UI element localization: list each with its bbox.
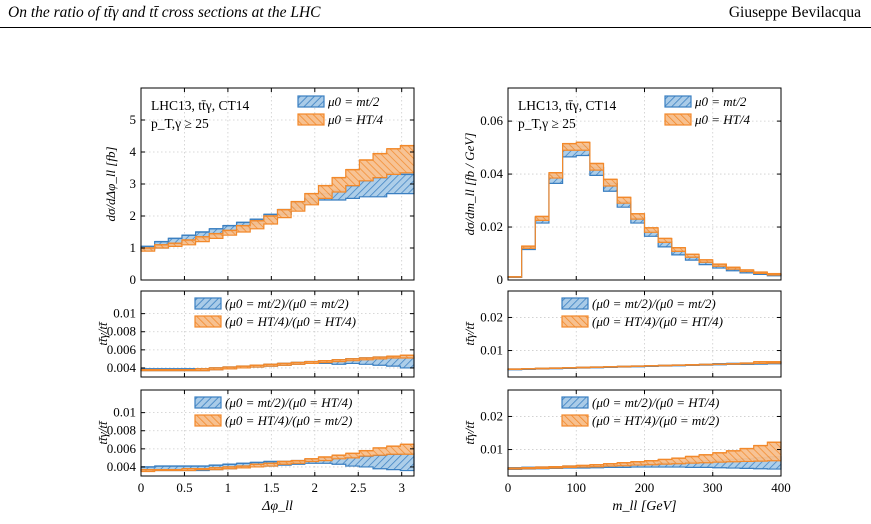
x-axis-label: Δφ_ll	[261, 499, 293, 514]
legend-swatch-orange	[297, 113, 325, 126]
y-tick-label: 0.004	[107, 459, 137, 474]
y-tick-label: 0.004	[107, 360, 137, 375]
x-axis-label: m_ll [GeV]	[612, 499, 676, 514]
info-text: p_T,γ ≥ 25	[518, 116, 576, 131]
legend-label: μ0 = HT/4	[694, 112, 751, 127]
x-tick-label: 1	[225, 480, 232, 495]
legend-swatch-blue	[561, 396, 589, 409]
y-tick-label: 0.008	[107, 423, 136, 438]
legend-swatch-blue	[561, 297, 589, 310]
legend-label: (μ0 = HT/4)/(μ0 = HT/4)	[225, 314, 356, 329]
legend-swatch-blue	[194, 396, 222, 409]
y-tick-label: 0	[130, 272, 137, 287]
header-rule	[0, 27, 871, 28]
y-axis-label: tt̄γ/tt̄	[462, 321, 477, 346]
y-tick-label: 1	[130, 240, 137, 255]
legend-swatch-orange	[194, 315, 222, 328]
y-tick-label: 0.006	[107, 342, 137, 357]
plot-frame	[140, 389, 415, 477]
legend-label: μ0 = HT/4	[327, 112, 384, 127]
plot-frame	[140, 290, 415, 378]
y-tick-label: 0.01	[113, 306, 136, 321]
panel-left-ratio-2: 0 0.5 1 1.5 2 2.5 3 0.004 0.006 0.008 0.01tt̄γ/tt̄…	[95, 389, 415, 514]
legend-label: μ0 = mt/2	[327, 94, 380, 109]
legend-swatch-orange	[561, 414, 589, 427]
header-title: On the ratio of tt̄γ and tt̄ cross secti…	[8, 4, 321, 21]
x-tick-label: 0.5	[176, 480, 192, 495]
y-tick-label: 0.01	[480, 442, 503, 457]
info-text: LHC13, tt̄γ, CT14	[151, 98, 249, 113]
legend-label: (μ0 = HT/4)/(μ0 = mt/2)	[225, 413, 352, 428]
y-tick-label: 0.01	[480, 343, 503, 358]
legend-label: μ0 = mt/2	[694, 94, 747, 109]
legend-label: (μ0 = HT/4)/(μ0 = mt/2)	[592, 413, 719, 428]
legend-label: (μ0 = HT/4)/(μ0 = HT/4)	[592, 314, 723, 329]
panel-left-main: 0 1 2 3 4 5 dσ/dΔφ_ll [fb] LHC13, tt̄γ, CT14 p_T…	[103, 87, 415, 287]
y-axis-label: dσ/dm_ll [fb / GeV]	[462, 133, 477, 236]
legend-swatch-orange	[561, 315, 589, 328]
x-tick-label: 2.5	[350, 480, 366, 495]
y-axis-label: tt̄γ/tt̄	[462, 420, 477, 445]
legend-swatch-orange	[194, 414, 222, 427]
y-tick-label: 0.006	[107, 441, 137, 456]
y-axis-label: dσ/dΔφ_ll [fb]	[103, 146, 118, 221]
x-tick-label: 2	[312, 480, 319, 495]
y-tick-label: 5	[130, 112, 137, 127]
legend-label: (μ0 = mt/2)/(μ0 = mt/2)	[592, 296, 716, 311]
y-tick-label: 0.02	[480, 219, 503, 234]
x-tick-label: 400	[771, 480, 791, 495]
x-tick-label: 200	[635, 480, 655, 495]
y-tick-label: 0.06	[480, 113, 503, 128]
y-tick-label: 3	[130, 176, 137, 191]
y-tick-label: 0.008	[107, 324, 136, 339]
x-tick-label: 100	[567, 480, 587, 495]
x-tick-label: 300	[703, 480, 723, 495]
x-tick-label: 0	[138, 480, 145, 495]
y-axis-label: tt̄γ/tt̄	[95, 420, 110, 445]
info-text: p_T,γ ≥ 25	[151, 116, 209, 131]
y-tick-label: 0.02	[480, 309, 503, 324]
legend-swatch-blue	[194, 297, 222, 310]
y-tick-label: 0.02	[480, 408, 503, 423]
info-text: LHC13, tt̄γ, CT14	[518, 98, 616, 113]
y-tick-label: 0.04	[480, 166, 503, 181]
legend-swatch-blue	[297, 95, 325, 108]
y-axis-label: tt̄γ/tt̄	[95, 321, 110, 346]
x-tick-label: 1.5	[263, 480, 279, 495]
y-tick-label: 4	[130, 144, 137, 159]
y-tick-label: 0	[497, 272, 504, 287]
x-tick-label: 3	[398, 480, 405, 495]
y-tick-label: 2	[130, 208, 137, 223]
legend-label: (μ0 = mt/2)/(μ0 = HT/4)	[592, 395, 719, 410]
legend-label: (μ0 = mt/2)/(μ0 = mt/2)	[225, 296, 349, 311]
legend-swatch-blue	[664, 95, 692, 108]
y-tick-label: 0.01	[113, 405, 136, 420]
legend-label: (μ0 = mt/2)/(μ0 = HT/4)	[225, 395, 352, 410]
legend-swatch-orange	[664, 113, 692, 126]
header-author: Giuseppe Bevilacqua	[728, 4, 861, 21]
x-tick-label: 0	[505, 480, 512, 495]
